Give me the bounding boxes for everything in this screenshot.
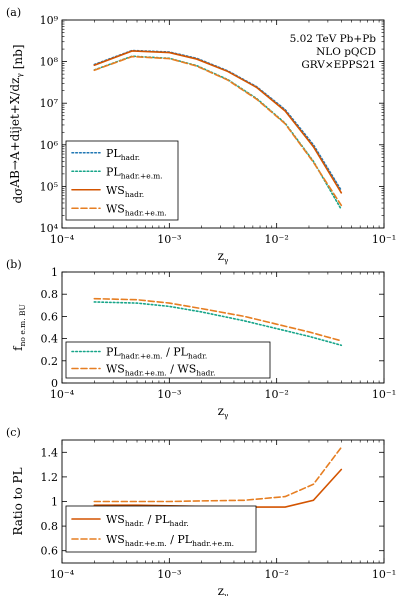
y-tick-label: 1 xyxy=(51,496,58,509)
y-tick-label: 0.8 xyxy=(41,288,59,301)
series-line-ws-3 xyxy=(93,55,343,207)
x-tick-label: 10⁻⁴ xyxy=(50,568,75,581)
y-tick-label: 10⁴ xyxy=(40,222,59,235)
y-tick-label: 10⁹ xyxy=(40,14,59,27)
y-tick-label: 10⁸ xyxy=(40,56,59,69)
y-tick-label: 10⁷ xyxy=(40,97,59,110)
x-tick-label: 10⁻⁴ xyxy=(50,233,75,246)
x-tick-label: 10⁻¹ xyxy=(372,388,396,401)
x-axis-label: zγ xyxy=(218,249,229,265)
legend-box xyxy=(65,341,271,379)
legend: WShadr. / PLhadr. WShadr.+e.m. / PLhadr.+… xyxy=(65,505,257,553)
y-tick-label: 0.2 xyxy=(41,355,59,368)
panel-label: (c) xyxy=(6,426,21,439)
legend-box xyxy=(65,140,179,221)
x-axis-label: zγ xyxy=(218,404,229,420)
x-tick-label: 10⁻² xyxy=(265,233,289,246)
series-line-ws-1 xyxy=(93,297,343,342)
y-tick-label: 0.4 xyxy=(41,333,59,346)
panel-b: 10⁻⁴ 10⁻³ 10⁻² 10⁻¹ 0 0.2 0.4 0.6 0.8 1 (b) zγ fno e… xyxy=(6,258,396,420)
x-tick-label: 10⁻³ xyxy=(157,233,181,246)
y-tick-label: 10⁵ xyxy=(40,180,58,193)
y-axis-label-text: Ratio to PL xyxy=(11,467,25,535)
y-tick-label: 0.8 xyxy=(41,520,59,533)
series-line-ws-2 xyxy=(93,50,343,194)
y-tick-label: 0.6 xyxy=(41,545,59,558)
annotation-line: GRV×EPPS21 xyxy=(301,59,376,71)
y-axis-label: fno e.m. BU xyxy=(11,304,27,351)
x-tick-label: 10⁻¹ xyxy=(372,568,396,581)
y-tick-label: 1.4 xyxy=(41,446,59,459)
panel-c: 10⁻⁴ 10⁻³ 10⁻² 10⁻¹ 0.6 0.8 1 1.2 1.4 (c) zγ Ratio … xyxy=(6,426,396,596)
y-tick-label: 0 xyxy=(51,377,58,390)
x-tick-label: 10⁻⁴ xyxy=(50,388,75,401)
legend-label: PLhadr. xyxy=(106,147,140,162)
x-tick-label: 10⁻² xyxy=(265,388,289,401)
x-tick-label: 10⁻³ xyxy=(157,568,181,581)
y-axis-label: dσAB→A+dijet+X/dzγ [nb] xyxy=(8,44,25,203)
legend: PLhadr. PLhadr.+e.m. WShadr. WShadr.+e.m. xyxy=(65,140,179,221)
panel-label: (a) xyxy=(6,6,21,19)
x-tick-label: 10⁻³ xyxy=(157,388,181,401)
legend-label: WShadr. / PLhadr. xyxy=(106,513,189,528)
annotation-line: NLO pQCD xyxy=(316,46,376,58)
y-axis-label-text: dσAB→A+dijet+X/dzγ [nb] xyxy=(8,44,25,203)
y-tick-label: 1.2 xyxy=(41,471,59,484)
legend-label: WShadr.+e.m. / WShadr. xyxy=(106,363,216,378)
legend-label: WShadr. xyxy=(106,184,144,199)
y-axis-label-text: fno e.m. BU xyxy=(11,304,27,351)
legend-label: WShadr.+e.m. xyxy=(106,202,167,217)
legend-box xyxy=(65,505,257,553)
legend-label: WShadr.+e.m. / PLhadr.+e.m. xyxy=(106,533,234,548)
plot-frame xyxy=(61,271,385,384)
x-axis-label: zγ xyxy=(218,584,229,596)
plot-frame xyxy=(61,19,385,229)
y-axis-label: Ratio to PL xyxy=(11,467,25,535)
x-tick-label: 10⁻² xyxy=(265,568,289,581)
series-line-ws-1 xyxy=(93,446,343,503)
legend-label: PLhadr.+e.m. / PLhadr. xyxy=(106,346,207,361)
annotation-line: 5.02 TeV Pb+Pb xyxy=(290,33,377,45)
y-tick-label: 10⁶ xyxy=(40,139,59,152)
x-tick-label: 10⁻¹ xyxy=(372,233,396,246)
panel-label: (b) xyxy=(6,258,22,271)
y-tick-label: 1 xyxy=(51,266,58,279)
legend: PLhadr.+e.m. / PLhadr. WShadr.+e.m. / WSh… xyxy=(65,341,271,379)
panel-a: 10⁻⁴ 10⁻³ 10⁻² 10⁻¹ 10⁴ 10⁵ 10⁶ 10⁷ 10⁸ 10⁹ (a) zγ d… xyxy=(6,6,396,265)
y-tick-label: 0.6 xyxy=(41,310,59,323)
series-line-pl-0 xyxy=(93,301,343,347)
legend-label: PLhadr.+e.m. xyxy=(106,165,163,180)
